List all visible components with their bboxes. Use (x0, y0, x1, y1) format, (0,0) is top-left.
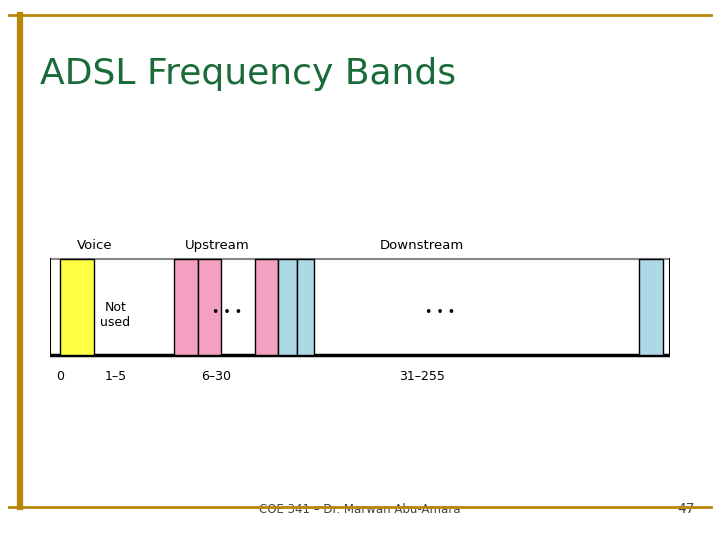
Text: 31–255: 31–255 (399, 369, 445, 383)
Bar (297, 259, 314, 355)
Bar (60, 259, 94, 355)
Text: Not
used: Not used (100, 301, 130, 329)
Bar (278, 259, 297, 355)
Text: COE 341 – Dr. Marwan Abu-Amara: COE 341 – Dr. Marwan Abu-Amara (259, 503, 461, 516)
Bar (174, 259, 198, 355)
Text: 1–5: 1–5 (104, 369, 127, 383)
Text: Voice: Voice (76, 239, 112, 252)
Text: 47: 47 (678, 502, 695, 516)
Text: 6–30: 6–30 (202, 369, 231, 383)
Bar (639, 259, 663, 355)
Text: Downstream: Downstream (379, 239, 464, 252)
Text: • • •: • • • (426, 306, 456, 319)
Text: 0: 0 (55, 369, 63, 383)
Text: • • •: • • • (212, 306, 242, 319)
Bar (198, 259, 221, 355)
Text: Upstream: Upstream (185, 239, 250, 252)
Bar (255, 259, 278, 355)
Text: ADSL Frequency Bands: ADSL Frequency Bands (40, 57, 456, 91)
